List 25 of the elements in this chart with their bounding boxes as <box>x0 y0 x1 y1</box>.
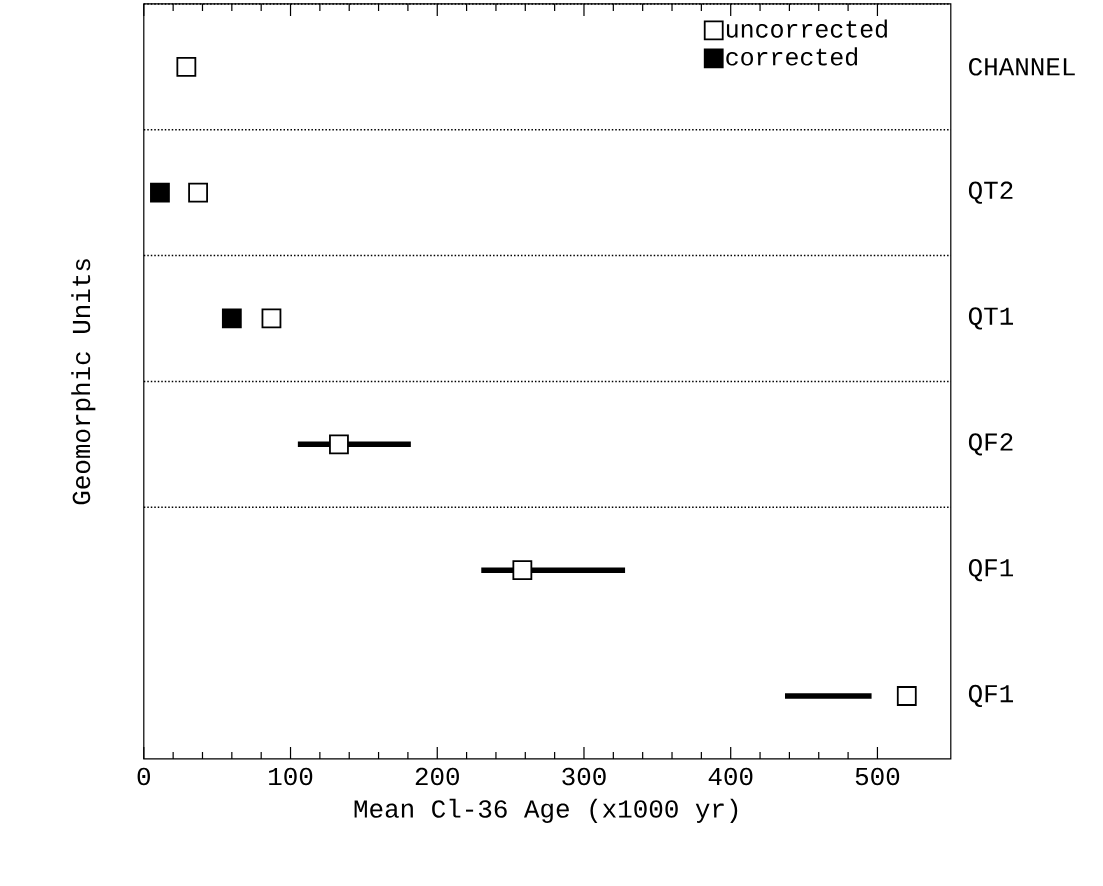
point <box>329 434 349 455</box>
point <box>221 308 242 329</box>
point <box>261 308 282 329</box>
x-tick-label: 300 <box>562 767 606 786</box>
y-axis-title: Geomorphic Units <box>71 259 96 505</box>
legend-label: uncorrected <box>726 19 887 38</box>
x-tick-label: 400 <box>708 767 753 786</box>
x-tick-label: 500 <box>855 767 900 786</box>
x-axis-title: Mean Cl-36 Age (x1000 yr) <box>354 798 738 823</box>
x-tick-label: 0 <box>137 767 150 786</box>
y-tick-label: QF1 <box>968 559 1014 582</box>
legend-label: corrected <box>726 47 858 66</box>
y-tick-label: QT1 <box>968 307 1014 330</box>
point <box>176 56 197 77</box>
bar <box>785 693 872 699</box>
point <box>188 182 208 203</box>
y-tick-label: QF2 <box>968 433 1013 456</box>
y-tick-label: CHANNEL <box>969 58 1075 76</box>
y-tick-label: QT2 <box>968 181 1013 204</box>
point <box>150 182 170 203</box>
point <box>512 560 533 581</box>
x-tick-label: 100 <box>269 767 313 786</box>
y-tick-label: QF1 <box>968 684 1014 708</box>
x-tick-label: 200 <box>415 767 459 786</box>
point <box>896 686 917 706</box>
